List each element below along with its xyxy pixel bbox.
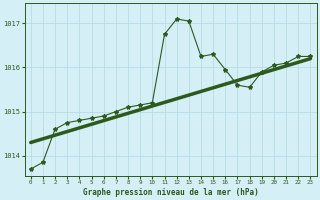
X-axis label: Graphe pression niveau de la mer (hPa): Graphe pression niveau de la mer (hPa) — [83, 188, 259, 197]
